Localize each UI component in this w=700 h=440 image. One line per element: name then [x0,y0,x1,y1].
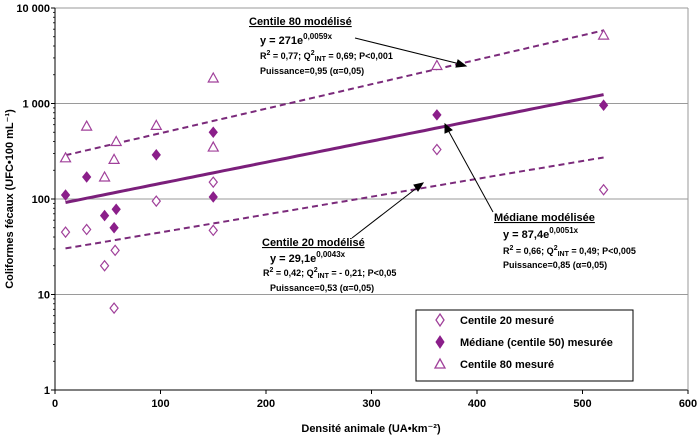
x-axis-title: Densité animale (UA•km⁻²) [301,423,441,435]
point-mediane-0 [60,189,71,201]
arrow-c20 [351,186,419,239]
arrow-med [447,129,494,213]
point-mediane-2 [99,209,110,222]
annotation-c20-title: Centile 20 modélisé [262,237,365,249]
point-c20-6 [208,176,219,189]
annotation-c80-stats: R2 = 0,77; Q2INT = 0,69; P<0,001 [260,50,393,63]
x-tick-label-0: 0 [52,398,58,410]
point-c20-0 [60,226,71,239]
annotation-centile-20: Centile 20 modélisé y = 29,1e0,0043x R2 … [262,237,396,293]
x-tick-label-4: 400 [468,398,486,410]
legend-marker-diamond-filled [435,335,445,349]
point-c80-1 [80,119,93,131]
point-mediane-9 [598,99,609,111]
annotation-arrows [351,37,494,239]
legend-label-mediane: Médiane (centile 50) mesurée [460,337,613,349]
point-c80-7 [207,140,220,152]
arrow-c80 [354,37,461,65]
point-c20-1 [81,223,92,236]
annotation-centile-80: Centile 80 modélisé y = 271e0,0059x R2 =… [249,16,393,76]
point-c80-5 [150,119,163,130]
y-tick-label-2: 100 [32,194,50,206]
y-tick-label-1: 10 [38,290,50,302]
arrow-med-head [444,122,453,134]
x-tick-label-2: 200 [257,398,275,410]
x-tick-label-3: 300 [362,398,380,410]
point-c80-4 [110,135,123,147]
y-tick-labels: 1 10 100 1 000 10 000 [16,3,50,397]
annotation-med-equation: y = 87,4e0,0051x [503,226,579,241]
point-c80-8 [430,59,443,71]
point-c20-4 [110,244,120,257]
point-c20-5 [151,195,162,208]
annotation-mediane: Médiane modélisée y = 87,4e0,0051x R2 = … [494,212,636,270]
point-c80-9 [597,28,610,40]
y-axis-title: Coliformes fécaux (UFC•100 mL⁻¹) [4,109,16,289]
point-c80-2 [98,170,111,182]
arrow-c20-head [413,182,425,192]
legend-item-c80: Centile 80 mesuré [433,357,554,371]
fit-line-c80 [65,29,604,157]
point-mediane-7 [208,191,218,203]
annotation-c20-equation: y = 29,1e0,0043x [270,250,346,265]
annotation-c20-power: Puissance=0,53 (α=0,05) [270,283,374,293]
legend-label-c20: Centile 20 mesuré [460,315,554,327]
legend-item-c20: Centile 20 mesuré [435,312,554,328]
point-c20-7 [208,224,219,237]
point-mediane-6 [208,126,218,139]
point-c80-6 [207,71,220,83]
legend-item-mediane: Médiane (centile 50) mesurée [435,335,613,349]
point-c20-3 [109,302,119,315]
point-c20-8 [432,143,442,156]
y-tick-label-3: 1 000 [22,99,50,111]
x-tick-label-1: 100 [151,398,169,410]
legend-label-c80: Centile 80 mesuré [460,359,554,371]
fit-line-med [65,93,604,204]
fit-lines [65,29,604,250]
legend: Centile 20 mesuré Médiane (centile 50) m… [415,309,634,382]
point-mediane-8 [432,109,442,121]
annotation-med-title: Médiane modélisée [494,212,595,224]
point-c20-9 [598,183,609,196]
annotation-c80-power: Puissance=0,95 (α=0,05) [260,66,364,76]
fit-line-c20 [65,156,604,250]
arrow-c80-head [455,59,468,68]
point-c80-0 [59,151,72,163]
y-tick-label-0: 1 [44,385,50,397]
point-mediane-4 [111,203,121,216]
x-tick-labels: 0 100 200 300 400 500 600 [52,398,697,410]
axes [51,7,689,394]
point-mediane-3 [109,221,119,234]
annotation-c20-stats: R2 = 0,42; Q2INT = - 0,21; P<0,05 [263,267,396,280]
data-points [59,28,610,315]
point-c20-2 [99,259,110,272]
legend-marker-diamond-open [435,312,445,328]
y-tick-label-4: 10 000 [16,3,50,15]
annotation-c80-title: Centile 80 modélisé [249,16,352,28]
x-tick-label-5: 500 [573,398,591,410]
annotation-med-power: Puissance=0,85 (α=0,05) [503,260,607,270]
annotation-c80-equation: y = 271e0,0059x [260,32,333,47]
point-mediane-1 [82,171,92,183]
legend-marker-triangle-open [433,357,447,369]
grid-lines [55,7,688,295]
point-mediane-5 [151,149,161,161]
point-c80-3 [108,153,121,164]
legend-box [415,309,634,382]
x-tick-label-6: 600 [679,398,697,410]
annotation-med-stats: R2 = 0,66; Q2INT = 0,49; P<0,005 [503,245,636,258]
